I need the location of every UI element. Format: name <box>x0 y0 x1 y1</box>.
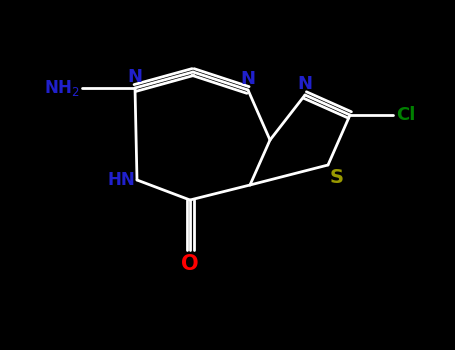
Text: N: N <box>298 75 313 93</box>
Text: NH$_2$: NH$_2$ <box>44 78 80 98</box>
Text: HN: HN <box>107 171 135 189</box>
Text: N: N <box>127 68 142 86</box>
Text: Cl: Cl <box>396 106 415 124</box>
Text: S: S <box>330 168 344 187</box>
Text: N: N <box>241 70 256 88</box>
Text: O: O <box>181 254 199 274</box>
